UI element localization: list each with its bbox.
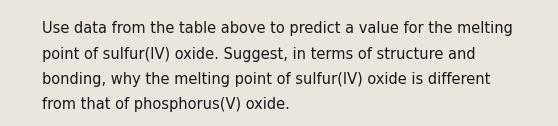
Text: Use data from the table above to predict a value for the melting: Use data from the table above to predict…	[42, 21, 513, 36]
Text: bonding, why the melting point of sulfur(IV) oxide is different: bonding, why the melting point of sulfur…	[42, 72, 490, 87]
Text: from that of phosphorus(V) oxide.: from that of phosphorus(V) oxide.	[42, 98, 290, 113]
Text: point of sulfur(IV) oxide. Suggest, in terms of structure and: point of sulfur(IV) oxide. Suggest, in t…	[42, 46, 475, 61]
